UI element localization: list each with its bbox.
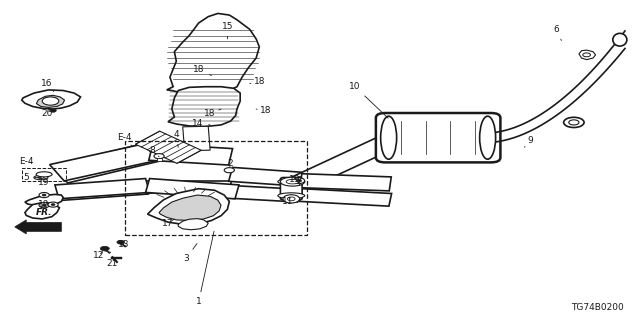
- Circle shape: [39, 203, 49, 208]
- FancyBboxPatch shape: [280, 178, 302, 200]
- Ellipse shape: [278, 179, 305, 185]
- Ellipse shape: [278, 193, 305, 198]
- Text: 18: 18: [193, 65, 211, 76]
- Polygon shape: [15, 220, 61, 234]
- Text: 4: 4: [173, 130, 179, 147]
- Text: 2: 2: [228, 159, 234, 168]
- Text: 13: 13: [118, 240, 130, 249]
- Circle shape: [48, 202, 58, 207]
- Circle shape: [564, 117, 584, 127]
- Text: E-4: E-4: [116, 133, 132, 146]
- Text: 16: 16: [41, 79, 54, 92]
- Text: E-4: E-4: [19, 157, 33, 166]
- Circle shape: [42, 204, 46, 206]
- Text: 17: 17: [163, 219, 174, 228]
- Polygon shape: [300, 189, 392, 206]
- Polygon shape: [148, 144, 232, 165]
- Text: 19: 19: [289, 175, 300, 184]
- Text: 8: 8: [150, 146, 159, 157]
- Text: 6: 6: [554, 25, 561, 41]
- Polygon shape: [168, 87, 240, 126]
- Text: 21: 21: [107, 259, 118, 268]
- Text: FR.: FR.: [36, 208, 52, 217]
- Text: 10: 10: [349, 82, 388, 118]
- Text: 9: 9: [524, 136, 534, 147]
- Circle shape: [100, 246, 109, 251]
- Text: 12: 12: [93, 251, 104, 260]
- Ellipse shape: [280, 177, 305, 186]
- Text: 5: 5: [24, 173, 42, 182]
- Polygon shape: [145, 179, 239, 199]
- Polygon shape: [36, 95, 65, 108]
- Circle shape: [224, 168, 234, 173]
- Polygon shape: [51, 139, 181, 183]
- Polygon shape: [147, 181, 230, 194]
- Circle shape: [154, 154, 164, 159]
- Ellipse shape: [36, 172, 52, 177]
- Text: 18: 18: [250, 77, 265, 86]
- Circle shape: [287, 197, 295, 201]
- Text: 1: 1: [196, 231, 214, 306]
- Circle shape: [42, 194, 46, 196]
- Polygon shape: [22, 90, 81, 109]
- Ellipse shape: [38, 177, 44, 179]
- Text: 18: 18: [256, 106, 271, 115]
- Text: 7: 7: [297, 176, 303, 186]
- Polygon shape: [50, 144, 158, 181]
- Circle shape: [296, 180, 301, 182]
- Polygon shape: [25, 195, 63, 206]
- Ellipse shape: [613, 33, 627, 46]
- Circle shape: [39, 193, 49, 197]
- Polygon shape: [178, 219, 208, 230]
- Bar: [125, 141, 307, 235]
- Polygon shape: [229, 186, 300, 202]
- Text: 19: 19: [38, 178, 50, 187]
- Bar: [22, 168, 67, 181]
- Circle shape: [569, 120, 579, 125]
- Polygon shape: [58, 180, 148, 200]
- Ellipse shape: [286, 180, 299, 184]
- Polygon shape: [25, 203, 60, 219]
- Circle shape: [293, 178, 305, 184]
- Text: 11: 11: [282, 197, 294, 206]
- Text: 15: 15: [221, 22, 233, 39]
- Polygon shape: [288, 136, 400, 189]
- Polygon shape: [136, 131, 201, 164]
- Polygon shape: [55, 179, 150, 199]
- Text: 19: 19: [38, 200, 50, 209]
- Polygon shape: [300, 174, 391, 191]
- FancyBboxPatch shape: [376, 113, 500, 162]
- Text: 18: 18: [204, 109, 221, 118]
- Polygon shape: [159, 195, 221, 220]
- Circle shape: [117, 240, 125, 244]
- Text: 14: 14: [192, 119, 210, 128]
- Ellipse shape: [381, 116, 397, 159]
- Circle shape: [51, 204, 55, 205]
- Polygon shape: [182, 126, 210, 151]
- Text: 3: 3: [183, 244, 197, 263]
- Text: TG74B0200: TG74B0200: [571, 303, 623, 312]
- Text: 20: 20: [41, 109, 52, 118]
- Circle shape: [583, 53, 591, 57]
- Ellipse shape: [479, 116, 495, 159]
- Polygon shape: [579, 50, 596, 60]
- Ellipse shape: [34, 175, 48, 180]
- Polygon shape: [148, 189, 229, 224]
- Bar: [157, 158, 162, 161]
- Polygon shape: [228, 167, 301, 186]
- Circle shape: [50, 109, 56, 112]
- Circle shape: [42, 97, 59, 105]
- Polygon shape: [167, 13, 259, 94]
- Circle shape: [283, 195, 300, 203]
